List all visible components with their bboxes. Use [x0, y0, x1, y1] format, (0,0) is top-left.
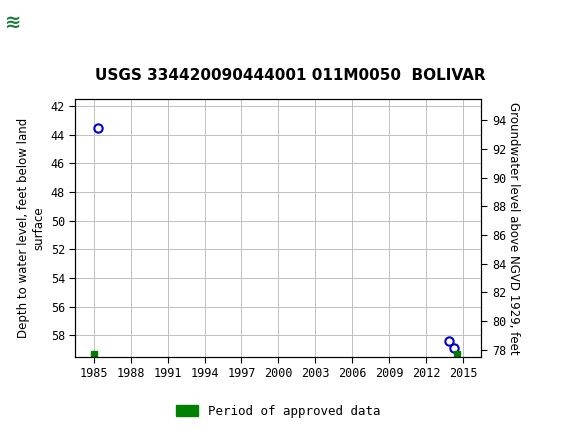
Y-axis label: Depth to water level, feet below land
surface: Depth to water level, feet below land su… — [17, 118, 45, 338]
Y-axis label: Groundwater level above NGVD 1929, feet: Groundwater level above NGVD 1929, feet — [507, 101, 520, 354]
FancyBboxPatch shape — [3, 2, 72, 43]
Legend: Period of approved data: Period of approved data — [171, 400, 386, 423]
Text: USGS: USGS — [32, 14, 87, 31]
Text: USGS 334420090444001 011M0050  BOLIVAR: USGS 334420090444001 011M0050 BOLIVAR — [95, 68, 485, 83]
Text: ≋: ≋ — [5, 13, 21, 32]
